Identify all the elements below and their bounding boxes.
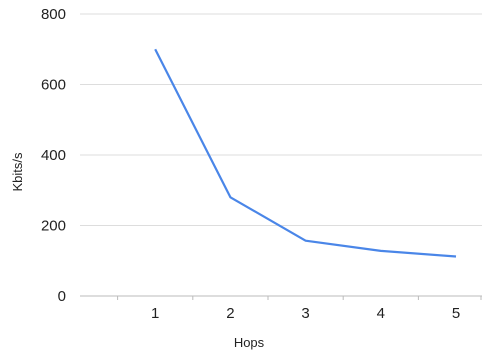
x-tick-label: 3 <box>301 305 309 322</box>
y-tick-labels: 0 200 400 600 800 <box>41 6 66 305</box>
series-layer <box>154 48 457 258</box>
y-tick-label: 200 <box>41 218 66 235</box>
y-tick-label: 400 <box>41 147 66 164</box>
grid-lines <box>80 13 482 226</box>
y-tick-label: 600 <box>41 77 66 94</box>
x-tick-label: 2 <box>226 305 234 322</box>
y-axis-title: Kbits/s <box>10 152 25 192</box>
x-tick-label: 1 <box>151 305 159 322</box>
x-tick-label: 4 <box>377 305 385 322</box>
axes <box>80 295 482 300</box>
y-tick-label: 800 <box>41 6 66 23</box>
x-axis-title: Hops <box>234 335 265 350</box>
x-tick-label: 5 <box>452 305 460 322</box>
y-tick-label: 0 <box>58 288 66 305</box>
series-line <box>154 48 457 258</box>
x-tick-labels: 1 2 3 4 5 <box>151 305 460 322</box>
